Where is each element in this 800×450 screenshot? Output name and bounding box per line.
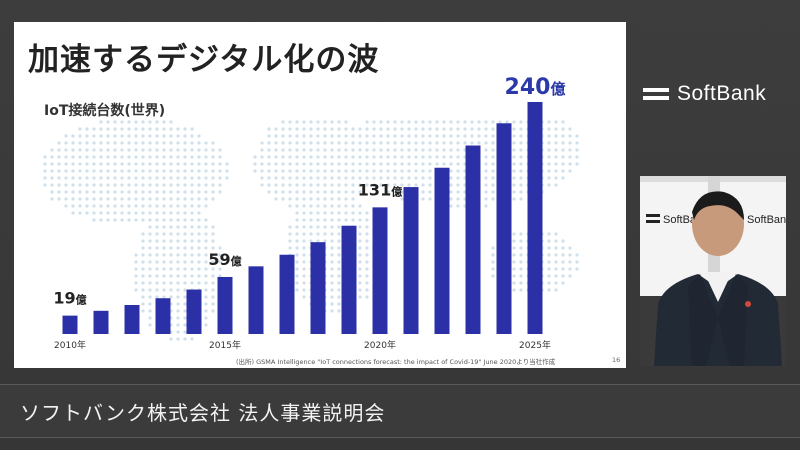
- x-tick-label-2010: 2010年: [54, 339, 86, 351]
- bar-2012: [124, 305, 140, 334]
- bar-2014: [186, 289, 202, 334]
- bar-2015: [217, 276, 233, 334]
- bar-2013: [155, 298, 171, 334]
- bar-2020: [372, 207, 388, 334]
- data-label-2025: 240億: [505, 75, 566, 100]
- bar-2019: [341, 225, 357, 334]
- bar-2025: [527, 102, 543, 334]
- bar-2022: [434, 167, 450, 334]
- x-tick-label-2015: 2015年: [209, 339, 241, 351]
- bar-2023: [465, 145, 481, 334]
- presentation-slide: 加速するデジタル化の波 IoT接続台数(世界) 2010年 2015年 2020年 2…: [14, 22, 626, 368]
- source-note: (出所) GSMA Intelligence "IoT connections …: [236, 358, 556, 366]
- bar-chart: 2010年 2015年 2020年 2025年 19億 59億 131億 240億: [43, 75, 579, 351]
- data-label-2020: 131億: [358, 180, 402, 199]
- page-number: 16: [612, 356, 621, 364]
- bar-2017: [279, 254, 295, 334]
- bar-2024: [496, 123, 512, 335]
- slide-title: 加速するデジタル化の波: [28, 42, 380, 78]
- bar-2010: [62, 315, 78, 334]
- softbank-mark-icon: [643, 88, 669, 100]
- caption-bar: ソフトバンク株式会社 法人事業説明会: [0, 384, 800, 438]
- caption-text: ソフトバンク株式会社 法人事業説明会: [20, 401, 386, 425]
- backdrop-logo-text-right: SoftBank: [747, 214, 786, 226]
- speaker-video: SoftBank SoftBank: [640, 176, 786, 366]
- data-label-2010: 19億: [53, 289, 86, 308]
- brand-name: SoftBank: [677, 82, 767, 105]
- chart-title: IoT接続台数(世界): [44, 103, 166, 119]
- speaker-picture: SoftBank SoftBank: [640, 176, 786, 366]
- x-tick-label-2020: 2020年: [364, 339, 396, 351]
- bar-2018: [310, 242, 326, 334]
- x-tick-label-2025: 2025年: [519, 339, 551, 351]
- data-label-2015: 59億: [208, 250, 241, 269]
- bar-2011: [93, 310, 109, 334]
- bar-2016: [248, 266, 264, 334]
- softbank-logo: SoftBank: [643, 82, 766, 106]
- bar-2021: [403, 187, 419, 334]
